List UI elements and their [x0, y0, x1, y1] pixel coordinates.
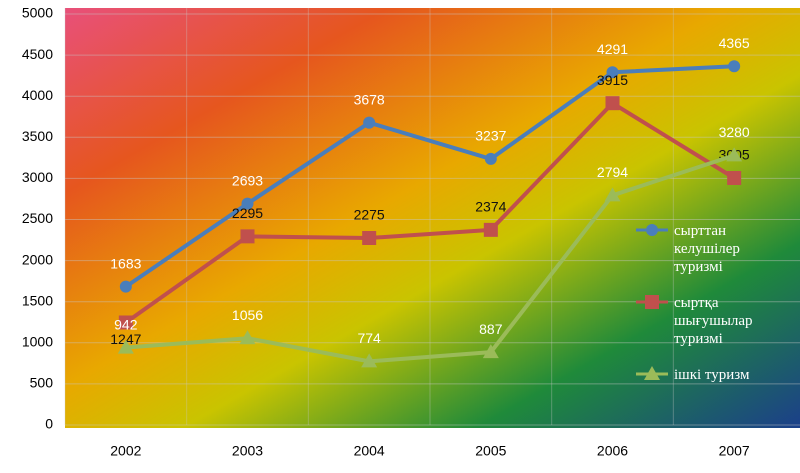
y-tick-label: 4500 [22, 46, 53, 62]
legend-item: ішкі туризм [636, 366, 774, 384]
data-label: 774 [357, 330, 381, 346]
legend: сырттан келушілер туризмі сыртқа шығушыла… [636, 222, 774, 402]
point [119, 280, 132, 293]
y-tick-label: 5000 [22, 5, 53, 21]
data-label: 2693 [232, 172, 263, 188]
y-tick-label: 0 [45, 416, 53, 432]
point [726, 147, 743, 162]
x-tick-label: 2004 [354, 443, 385, 459]
point [362, 230, 377, 245]
point [484, 152, 497, 165]
data-label: 3678 [354, 91, 385, 107]
y-tick-label: 1000 [22, 334, 53, 350]
data-label: 2374 [475, 199, 506, 215]
point [363, 116, 376, 129]
y-tick-label: 1500 [22, 292, 53, 308]
series-line [125, 153, 735, 364]
point [361, 353, 378, 368]
point [605, 96, 620, 111]
point [646, 224, 658, 236]
point [239, 330, 256, 345]
x-tick-label: 2006 [597, 443, 628, 459]
y-tick-label: 500 [30, 375, 54, 391]
x-tick-label: 2003 [232, 443, 263, 459]
point [727, 170, 742, 185]
series-line [124, 64, 735, 289]
data-label: 942 [114, 316, 138, 332]
point [604, 187, 621, 202]
point [482, 344, 499, 359]
x-tick-label: 2002 [110, 443, 141, 459]
legend-item: сыртқа шығушылар туризмі [636, 294, 774, 348]
legend-icon [636, 224, 668, 236]
y-tick-label: 3500 [22, 128, 53, 144]
legend-label: сыртқа шығушылар туризмі [674, 295, 753, 347]
data-label: 2295 [232, 205, 263, 221]
data-label: 3280 [719, 124, 750, 140]
point [645, 295, 659, 309]
data-label: 1056 [232, 307, 263, 323]
data-label: 887 [479, 321, 503, 337]
data-label: 3915 [597, 72, 628, 88]
y-tick-label: 2000 [22, 251, 53, 267]
point [240, 229, 255, 244]
data-label: 4365 [719, 35, 750, 51]
point [241, 197, 254, 210]
legend-label: сырттан келушілер туризмі [674, 223, 740, 275]
point [483, 222, 498, 237]
y-tick-label: 2500 [22, 210, 53, 226]
data-label: 2275 [354, 207, 385, 223]
point [728, 60, 741, 73]
point [606, 66, 619, 79]
data-label: 1683 [110, 255, 141, 271]
x-tick-label: 2005 [475, 443, 506, 459]
legend-icon [636, 366, 668, 380]
x-tick-label: 2007 [719, 443, 750, 459]
series-line [124, 101, 736, 325]
y-tick-label: 3000 [22, 169, 53, 185]
point [117, 339, 134, 354]
data-label: 2794 [597, 164, 628, 180]
data-label: 1247 [110, 331, 141, 347]
legend-icon [636, 295, 668, 309]
data-label: 4291 [597, 41, 628, 57]
data-label: 3237 [475, 128, 506, 144]
y-tick-label: 4000 [22, 87, 53, 103]
point [118, 315, 133, 330]
legend-item: сырттан келушілер туризмі [636, 222, 774, 276]
legend-label: ішкі туризм [674, 367, 750, 383]
point [644, 366, 660, 380]
